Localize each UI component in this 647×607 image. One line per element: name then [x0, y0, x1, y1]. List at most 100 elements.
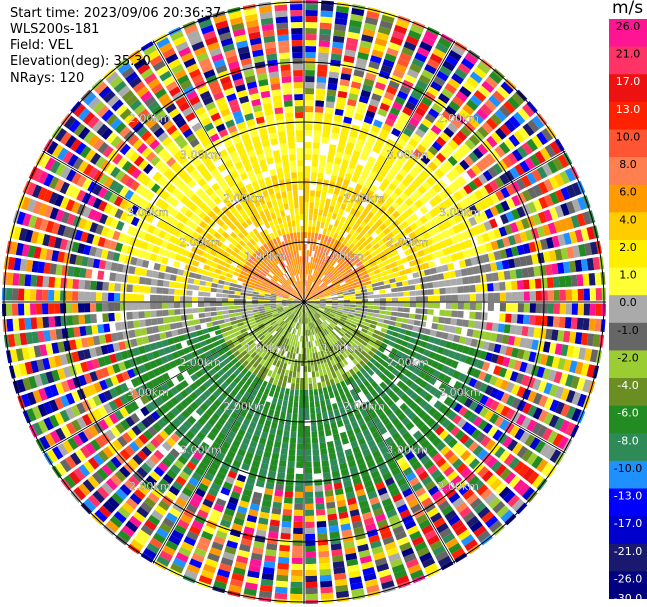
velocity-gate: [436, 249, 445, 258]
velocity-gate: [320, 260, 325, 267]
velocity-gate: [366, 10, 380, 20]
velocity-gate: [476, 108, 489, 120]
velocity-gate: [344, 110, 354, 119]
velocity-gate: [327, 224, 333, 231]
velocity-gate: [468, 180, 478, 192]
velocity-gate: [290, 593, 303, 600]
velocity-gate: [327, 211, 333, 219]
velocity-gate: [365, 110, 376, 119]
velocity-gate: [453, 191, 463, 201]
velocity-gate: [72, 279, 80, 289]
velocity-gate: [583, 288, 590, 301]
velocity-gate: [327, 316, 334, 321]
velocity-gate: [362, 147, 371, 156]
velocity-gate: [387, 214, 396, 223]
velocity-gate: [199, 318, 207, 324]
velocity-gate: [459, 433, 470, 445]
velocity-gate: [498, 105, 512, 118]
velocity-gate: [403, 188, 413, 197]
velocity-gate: [429, 53, 443, 64]
velocity-gate: [288, 400, 293, 408]
velocity-gate: [211, 282, 218, 288]
velocity-gate: [448, 100, 461, 112]
velocity-gate: [448, 205, 458, 216]
velocity-gate: [439, 287, 446, 295]
velocity-gate: [459, 354, 468, 363]
velocity-gate: [363, 78, 375, 87]
velocity-gate: [578, 347, 587, 360]
velocity-gate: [309, 208, 314, 215]
velocity-gate: [363, 194, 371, 203]
velocity-gate: [363, 322, 371, 327]
velocity-gate: [205, 281, 212, 287]
velocity-gate: [305, 88, 315, 95]
velocity-gate: [347, 328, 355, 334]
velocity-gate: [472, 112, 485, 125]
velocity-gate: [357, 51, 369, 61]
velocity-gate: [335, 273, 342, 279]
velocity-gate: [234, 309, 241, 313]
velocity-gate: [357, 178, 366, 186]
velocity-gate: [359, 282, 366, 287]
velocity-gate: [494, 109, 507, 122]
velocity-gate: [350, 323, 357, 329]
velocity-gate: [396, 371, 404, 380]
velocity-gate: [365, 284, 373, 289]
velocity-gate: [322, 241, 327, 248]
velocity-gate: [324, 489, 334, 497]
velocity-gate: [234, 287, 242, 292]
velocity-gate: [339, 236, 346, 244]
velocity-gate: [387, 112, 398, 122]
velocity-gate: [445, 341, 453, 349]
velocity-gate: [557, 234, 566, 247]
velocity-gate: [342, 273, 349, 279]
velocity-gate: [371, 165, 381, 174]
velocity-gate: [374, 210, 383, 219]
velocity-gate: [471, 164, 482, 176]
velocity-gate: [138, 302, 145, 310]
velocity-gate: [309, 281, 313, 288]
velocity-gate: [144, 286, 151, 294]
velocity-gate: [313, 276, 317, 283]
velocity-gate: [494, 446, 506, 459]
velocity-gate: [163, 324, 171, 331]
velocity-gate: [351, 278, 358, 284]
velocity-gate: [401, 353, 409, 361]
velocity-gate: [317, 424, 324, 432]
velocity-gate: [424, 212, 433, 221]
velocity-gate: [340, 73, 351, 81]
velocity-gate: [352, 281, 360, 286]
velocity-gate: [509, 371, 519, 382]
velocity-gate: [563, 261, 571, 274]
velocity-gate: [496, 86, 510, 99]
velocity-gate: [317, 233, 322, 241]
velocity-gate: [240, 308, 247, 312]
velocity-gate: [320, 592, 334, 600]
velocity-gate: [291, 569, 303, 576]
velocity-gate: [493, 228, 502, 239]
velocity-gate: [534, 150, 546, 164]
velocity-gate: [532, 407, 543, 420]
velocity-gate: [405, 207, 414, 216]
velocity-gate: [390, 360, 398, 368]
velocity-gate: [546, 277, 554, 288]
velocity-gate: [293, 401, 299, 408]
velocity-gate: [321, 405, 327, 413]
velocity-gate: [391, 331, 399, 338]
velocity-gate: [484, 183, 494, 194]
velocity-gate: [485, 153, 496, 165]
velocity-gate: [309, 262, 313, 269]
velocity-gate: [535, 303, 542, 314]
velocity-gate: [489, 179, 500, 191]
velocity-gate: [207, 271, 215, 278]
velocity-gate: [127, 320, 134, 329]
velocity-gate: [324, 279, 331, 285]
velocity-gate: [358, 353, 365, 360]
velocity-gate: [549, 207, 559, 220]
velocity-gate: [314, 364, 319, 372]
velocity-gate: [560, 187, 571, 201]
velocity-gate: [305, 292, 307, 299]
velocity-gate: [577, 393, 587, 408]
velocity-gate: [366, 211, 374, 220]
velocity-gate: [373, 298, 380, 302]
